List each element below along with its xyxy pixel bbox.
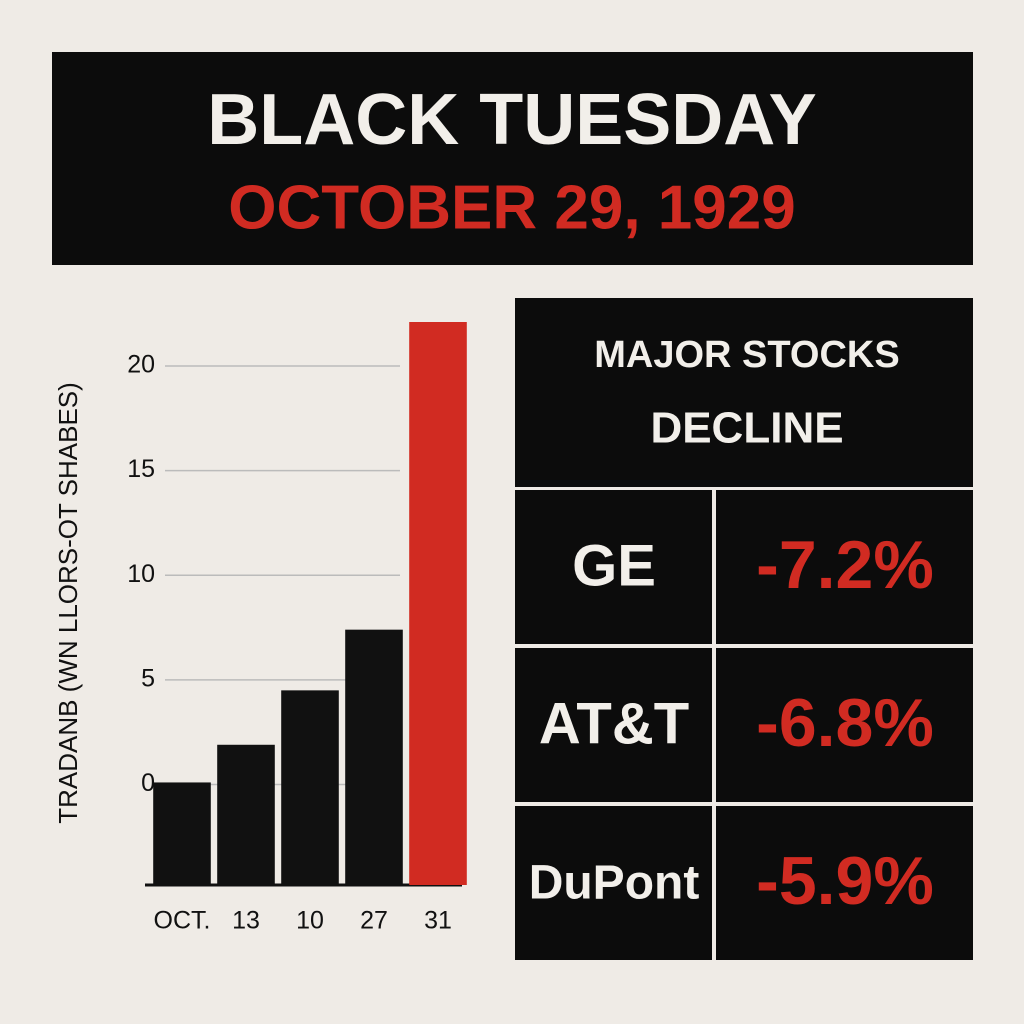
subtitle: OCTOBER 29, 1929	[228, 173, 795, 242]
stock-change: -5.9%	[756, 843, 934, 919]
table-cell	[515, 648, 712, 802]
table-header	[515, 298, 973, 487]
stock-name: AT&T	[539, 691, 689, 756]
table-title: MAJOR STOCKS	[594, 334, 899, 376]
table-cell	[716, 490, 973, 644]
table-subtitle: DECLINE	[650, 404, 843, 453]
bar	[409, 322, 467, 885]
bar	[217, 744, 275, 885]
table-cell	[515, 806, 712, 960]
y-axis-label: TRADANB (WN LLORS-OT SHABES)	[53, 382, 83, 824]
y-tick-label: 0	[141, 769, 155, 797]
bar	[345, 629, 403, 885]
title-box	[52, 52, 973, 265]
title: BLACK TUESDAY	[207, 80, 816, 160]
table-cell	[716, 648, 973, 802]
y-tick-label: 5	[141, 665, 155, 693]
stock-name: GE	[572, 533, 656, 598]
x-tick-label: 10	[296, 907, 324, 935]
stock-change: -7.2%	[756, 527, 934, 603]
bar	[153, 782, 211, 885]
x-tick-label: OCT.	[154, 907, 211, 935]
table-cell	[515, 490, 712, 644]
y-tick-label: 10	[127, 560, 155, 588]
table-cell	[716, 806, 973, 960]
stock-name: DuPont	[529, 857, 700, 910]
stock-change: -6.8%	[756, 685, 934, 761]
y-tick-label: 20	[127, 351, 155, 379]
x-tick-label: 31	[424, 907, 452, 935]
x-tick-label: 13	[232, 907, 260, 935]
y-tick-label: 15	[127, 455, 155, 483]
bar	[281, 690, 339, 885]
x-tick-label: 27	[360, 907, 388, 935]
